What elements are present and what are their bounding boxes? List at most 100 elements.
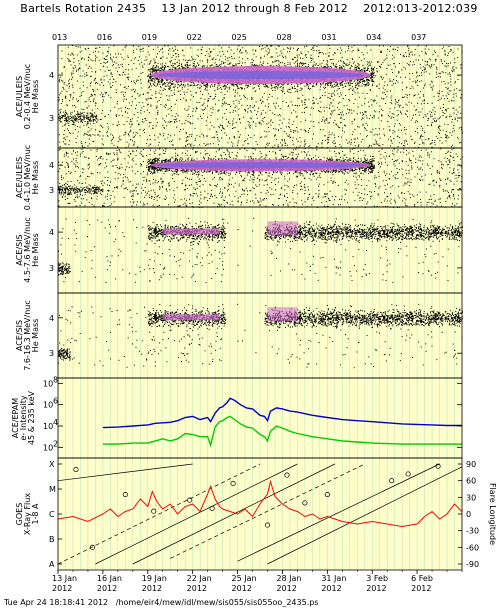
- scatter-point: [305, 55, 307, 57]
- scatter-point: [190, 143, 192, 145]
- band-point: [371, 79, 373, 81]
- scatter-point: [185, 139, 187, 141]
- scatter-point: [250, 111, 252, 113]
- scatter-point: [333, 140, 335, 142]
- scatter-point: [304, 143, 306, 145]
- band-point: [259, 64, 261, 66]
- scatter-point: [290, 92, 292, 94]
- scatter-point: [86, 123, 88, 125]
- scatter-point: [447, 124, 449, 126]
- band-point: [372, 68, 374, 70]
- scatter-point: [461, 132, 463, 134]
- scatter-point: [389, 46, 391, 48]
- scatter-point: [104, 115, 106, 117]
- scatter-point: [96, 56, 98, 58]
- scatter-point: [321, 52, 323, 54]
- scatter-point: [343, 119, 345, 121]
- scatter-point: [439, 98, 441, 100]
- scatter-point: [103, 57, 105, 59]
- band-point: [304, 63, 306, 65]
- band-point: [157, 78, 159, 80]
- band-point: [353, 80, 355, 82]
- scatter-point: [93, 79, 95, 81]
- scatter-point: [397, 81, 399, 83]
- scatter-point: [394, 131, 396, 133]
- scatter-point: [81, 75, 83, 77]
- scatter-point: [250, 118, 252, 120]
- scatter-point: [168, 95, 170, 97]
- scatter-point: [207, 116, 209, 118]
- doy-tick-label: 037: [411, 33, 426, 42]
- scatter-point: [210, 115, 212, 117]
- scatter-point: [130, 104, 132, 106]
- scatter-point: [178, 90, 180, 92]
- scatter-point: [95, 71, 97, 73]
- scatter-point: [234, 89, 236, 91]
- scatter-point: [100, 79, 102, 81]
- band-point: [365, 85, 367, 87]
- scatter-point: [449, 132, 451, 134]
- band-point: [181, 66, 183, 68]
- scatter-point: [111, 59, 113, 61]
- band-point: [299, 90, 301, 92]
- scatter-point: [255, 50, 257, 52]
- scatter-point: [154, 60, 156, 62]
- scatter-point: [150, 122, 152, 124]
- band-point: [174, 85, 176, 87]
- scatter-point: [163, 135, 165, 137]
- scatter-point: [274, 105, 276, 107]
- scatter-point: [439, 140, 441, 142]
- band-point: [218, 83, 220, 85]
- scatter-point: [135, 83, 137, 85]
- scatter-point: [63, 65, 65, 67]
- scatter-point: [454, 82, 456, 84]
- scatter-point: [285, 55, 287, 57]
- band-point: [367, 84, 369, 86]
- scatter-point: [447, 92, 449, 94]
- scatter-point: [415, 121, 417, 123]
- scatter-point: [145, 118, 147, 120]
- scatter-point: [181, 66, 183, 68]
- scatter-point: [111, 74, 113, 76]
- scatter-point: [451, 134, 453, 136]
- scatter-point: [326, 60, 328, 62]
- scatter-point: [106, 132, 108, 134]
- scatter-point: [252, 121, 254, 123]
- scatter-point: [351, 57, 353, 59]
- scatter-point: [408, 55, 410, 57]
- scatter-point: [155, 93, 157, 95]
- scatter-point: [361, 112, 363, 114]
- scatter-point: [427, 60, 429, 62]
- scatter-point: [272, 146, 274, 148]
- scatter-point: [320, 106, 322, 108]
- scatter-point: [254, 90, 256, 92]
- scatter-point: [342, 127, 344, 129]
- band-point: [335, 66, 337, 68]
- scatter-point: [390, 80, 392, 82]
- scatter-point: [403, 56, 405, 58]
- band-point: [157, 80, 159, 82]
- scatter-point: [242, 47, 244, 49]
- scatter-point: [132, 140, 134, 142]
- scatter-point: [427, 103, 429, 105]
- scatter-point: [93, 101, 95, 103]
- scatter-point: [301, 88, 303, 90]
- scatter-point: [107, 50, 109, 52]
- scatter-point: [196, 101, 198, 103]
- scatter-point: [329, 104, 331, 106]
- scatter-point: [369, 89, 371, 91]
- band-point: [363, 80, 365, 82]
- scatter-point: [432, 54, 434, 56]
- scatter-point: [315, 98, 317, 100]
- scatter-point: [343, 66, 345, 68]
- band-point: [312, 84, 314, 86]
- scatter-point: [381, 115, 383, 117]
- scatter-point: [408, 101, 410, 103]
- scatter-point: [435, 119, 437, 121]
- scatter-point: [197, 118, 199, 120]
- scatter-point: [321, 142, 323, 144]
- scatter-point: [196, 108, 198, 110]
- scatter-point: [425, 53, 427, 55]
- scatter-point: [96, 88, 98, 90]
- scatter-point: [81, 143, 83, 145]
